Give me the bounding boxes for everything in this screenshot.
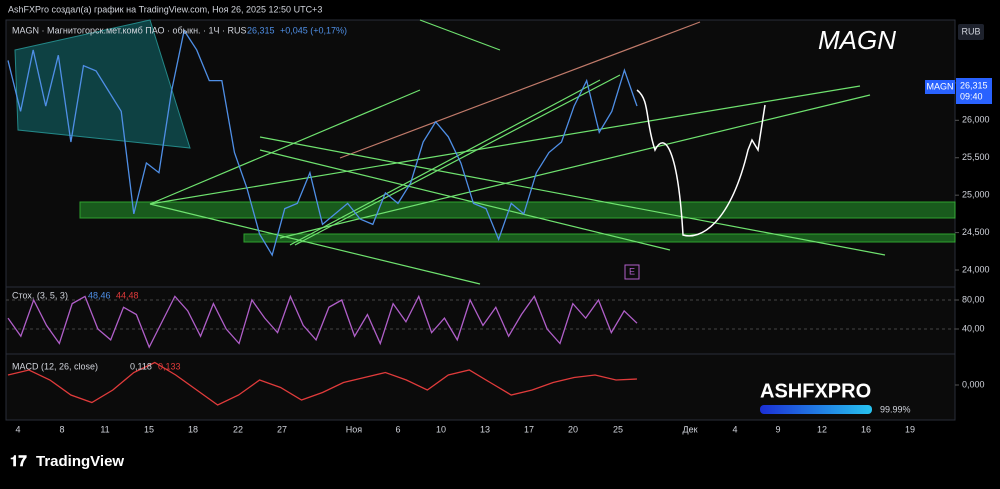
last-time: 09:40 <box>960 91 983 101</box>
last-price: 26,315 <box>960 80 988 90</box>
stoch-d: 44,48 <box>116 290 139 300</box>
x-tick-label: 4 <box>732 424 737 434</box>
trendline <box>419 19 501 51</box>
brand-bar <box>760 405 872 414</box>
x-tick-label: 9 <box>775 424 780 434</box>
price-line <box>7 28 638 257</box>
x-tick-label: 15 <box>144 424 154 434</box>
trendline <box>279 94 871 239</box>
x-tick-label: 13 <box>480 424 490 434</box>
y-tick-label: 80,00 <box>962 294 985 304</box>
symbol-tag <box>925 80 955 94</box>
trendline <box>339 21 701 159</box>
stoch-line <box>7 294 638 349</box>
currency: RUB <box>961 26 980 36</box>
x-tick-label: 11 <box>100 424 109 434</box>
trendline <box>149 203 481 285</box>
macd-signal: 0,133 <box>158 361 181 371</box>
footer-logo-mark: 𝟏𝟕 <box>10 453 27 470</box>
support-zone <box>243 233 956 243</box>
trendlines <box>149 19 886 285</box>
footer-logo: TradingView <box>36 453 124 470</box>
x-tick-label: 4 <box>15 424 20 434</box>
y-tick-label: 25,500 <box>962 152 990 162</box>
currency-box <box>958 24 984 40</box>
x-tick-label: 27 <box>277 424 287 434</box>
x-tick-label: 17 <box>524 424 534 434</box>
triangle-drawing <box>14 19 191 149</box>
x-tick-label: 10 <box>436 424 446 434</box>
x-tick-label: 12 <box>817 424 827 434</box>
macd-line <box>7 361 638 406</box>
y-tick-label: 24,500 <box>962 227 990 237</box>
x-tick-label: 18 <box>188 424 198 434</box>
earnings-marker: E <box>629 266 635 276</box>
x-tick-label: Ноя <box>346 424 363 434</box>
x-tick-label: 16 <box>861 424 871 434</box>
macd-value: 0,118 <box>130 361 152 371</box>
trendline <box>289 79 601 246</box>
y-tick-label: 40,00 <box>962 323 985 333</box>
macd-label: MACD (12, 26, close) <box>12 361 98 371</box>
trendline <box>149 89 421 205</box>
brand-percent: 99.99% <box>880 404 911 414</box>
y-tick-label: 25,000 <box>962 190 990 200</box>
layer-data: 24,00024,50025,00025,50026,00026,50040,0… <box>6 28 990 434</box>
legend-change: +0,045 (+0,17%) <box>280 25 347 35</box>
brand-name: ASHFXPRO <box>760 380 871 402</box>
y-tick-label: 0,000 <box>962 379 985 389</box>
y-tick-label: 24,000 <box>962 264 990 274</box>
trendline <box>259 149 671 251</box>
x-tick-label: Дек <box>682 424 697 434</box>
legend-symbol: MAGN · Магнитогорск.мет.комб ПАО · обыкн… <box>12 25 247 35</box>
support-zone <box>79 201 956 219</box>
y-tick-label: 26,000 <box>962 115 990 125</box>
stoch-k: 48,46 <box>88 290 111 300</box>
last-symbol: MAGN <box>927 81 954 91</box>
trendline <box>294 74 621 246</box>
x-tick-label: 22 <box>233 424 243 434</box>
trendline <box>149 85 861 205</box>
x-tick-label: 8 <box>59 424 64 434</box>
x-tick-label: 25 <box>613 424 623 434</box>
projection-path <box>636 89 766 237</box>
stoch-label: Стох. (3, 5, 3) <box>12 290 68 300</box>
earnings-box <box>624 264 640 280</box>
legend-last: 26,315 <box>247 25 275 35</box>
watermark: MAGN <box>818 25 896 55</box>
header-credit: AshFXPro создал(а) график на TradingView… <box>8 4 322 14</box>
trendline <box>259 136 886 256</box>
price-tag <box>956 78 992 104</box>
x-tick-label: 19 <box>905 424 915 434</box>
x-tick-label: 20 <box>568 424 578 434</box>
x-tick-label: 6 <box>395 424 400 434</box>
